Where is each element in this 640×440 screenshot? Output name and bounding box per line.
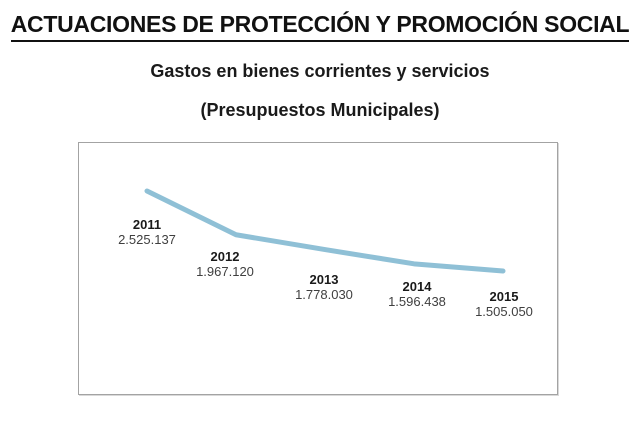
data-point-value: 1.967.120	[196, 263, 254, 279]
data-point-year: 2013	[309, 271, 339, 287]
chart-title: Gastos en bienes corrientes y servicios	[150, 61, 490, 81]
data-point-year: 2015	[489, 289, 519, 304]
data-point-value: 1.505.050	[475, 304, 533, 319]
data-point-label: 2015 1.505.050	[475, 289, 533, 319]
data-point-year: 2011	[132, 217, 162, 232]
data-point-label: 2013 1.778.030	[295, 272, 353, 302]
chart-subtitle: (Presupuestos Municipales)	[200, 100, 440, 120]
page-title: ACTUACIONES DE PROTECCIÓN Y PROMOCIÓN SO…	[0, 11, 640, 42]
page-title-text: ACTUACIONES DE PROTECCIÓN Y PROMOCIÓN SO…	[10, 11, 630, 42]
data-point-value: 1.596.438	[388, 293, 446, 309]
data-point-label: 2014 1.596.438	[388, 279, 446, 309]
trend-line	[144, 188, 506, 274]
data-point-label: 2011 2.525.137	[118, 217, 176, 247]
data-point-value: 2.525.137	[118, 232, 176, 247]
data-point-value: 1.778.030	[295, 286, 353, 302]
data-point-year: 2014	[402, 278, 432, 294]
chart-plot-area: 2011 2.525.137 2012 1.967.120 2013 1.778.030 2…	[78, 142, 558, 395]
data-labels-layer: 2011 2.525.137 2012 1.967.120 2013 1.778.030 2…	[79, 143, 557, 394]
line-chart-canvas	[144, 188, 506, 274]
data-point-year: 2012	[210, 248, 240, 264]
data-point-label: 2012 1.967.120	[196, 249, 254, 279]
